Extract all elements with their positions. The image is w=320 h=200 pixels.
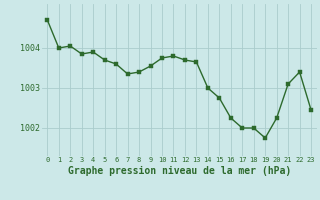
X-axis label: Graphe pression niveau de la mer (hPa): Graphe pression niveau de la mer (hPa) bbox=[68, 166, 291, 176]
